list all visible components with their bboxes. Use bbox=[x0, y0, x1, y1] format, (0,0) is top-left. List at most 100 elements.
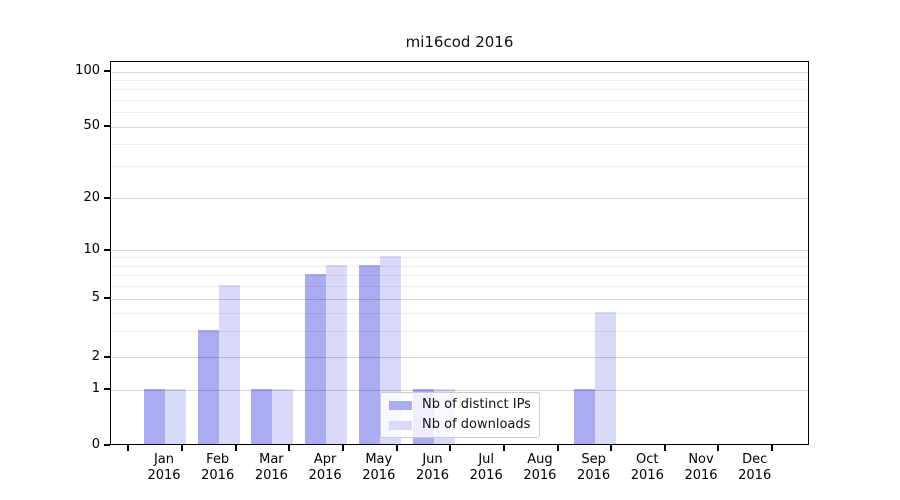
legend-label-distinct-ips: Nb of distinct IPs bbox=[422, 397, 531, 412]
bar-mar-downloads bbox=[272, 388, 294, 444]
x-label-month: Jan bbox=[153, 452, 175, 467]
y-tick-2 bbox=[104, 355, 110, 358]
y-tick-label-10: 10 bbox=[83, 241, 100, 257]
x-label-month: Aug bbox=[527, 452, 553, 467]
bar-may-distinct-ips bbox=[358, 264, 380, 444]
x-label-year: 2016 bbox=[630, 468, 664, 483]
x-tick-9 bbox=[610, 445, 613, 451]
major-gridline-20 bbox=[111, 198, 808, 199]
legend-swatch-distinct-ips bbox=[389, 400, 412, 410]
bar-mar-distinct-ips bbox=[251, 388, 273, 444]
legend-label-downloads: Nb of downloads bbox=[422, 417, 531, 432]
x-label-year: 2016 bbox=[415, 468, 450, 483]
x-label-month: Apr bbox=[313, 452, 337, 467]
bar-sep-distinct-ips bbox=[573, 388, 595, 444]
x-label-month: Dec bbox=[742, 452, 768, 467]
x-tick-11 bbox=[717, 445, 720, 451]
y-tick-0 bbox=[104, 443, 110, 446]
legend-swatch-downloads bbox=[389, 420, 412, 430]
legend-item-distinct-ips: Nb of distinct IPs bbox=[389, 397, 531, 413]
x-tick-label-mar: Mar 2016 bbox=[241, 452, 301, 484]
major-gridline-100 bbox=[111, 71, 808, 73]
y-tick-50 bbox=[104, 125, 110, 127]
x-label-year: 2016 bbox=[738, 468, 772, 483]
x-tick-label-apr: Apr 2016 bbox=[295, 452, 355, 484]
legend-item-downloads: Nb of downloads bbox=[389, 417, 531, 433]
x-tick-6 bbox=[449, 445, 452, 451]
x-tick-7 bbox=[502, 445, 505, 451]
legend: Nb of distinct IPs Nb of downloads bbox=[380, 392, 540, 438]
x-label-year: 2016 bbox=[577, 468, 611, 483]
x-tick-label-oct: Oct 2016 bbox=[617, 452, 677, 484]
y-tick-5 bbox=[104, 297, 110, 299]
x-tick-label-aug: Aug 2016 bbox=[510, 452, 570, 484]
minor-gridline-6 bbox=[111, 285, 808, 287]
x-tick-label-may: May 2016 bbox=[349, 452, 409, 484]
plot-area bbox=[110, 61, 809, 445]
x-label-year: 2016 bbox=[308, 468, 342, 483]
y-tick-10 bbox=[104, 248, 110, 251]
x-label-year: 2016 bbox=[523, 468, 557, 483]
major-gridline-1 bbox=[111, 389, 808, 391]
y-tick-label-1: 1 bbox=[91, 381, 100, 396]
bar-sep-downloads bbox=[594, 311, 616, 444]
x-label-month: Mar bbox=[259, 452, 284, 467]
minor-gridline-80 bbox=[111, 89, 808, 91]
x-tick-label-jan: Jan 2016 bbox=[134, 452, 194, 484]
bar-apr-downloads bbox=[326, 264, 348, 444]
x-tick-3 bbox=[288, 445, 291, 451]
y-tick-1 bbox=[104, 388, 110, 390]
x-tick-1 bbox=[181, 445, 184, 451]
x-label-month: Oct bbox=[636, 452, 659, 467]
x-label-month: Jul bbox=[478, 452, 495, 467]
x-tick-10 bbox=[663, 445, 666, 451]
x-label-month: Feb bbox=[206, 452, 230, 467]
minor-gridline-60 bbox=[111, 112, 808, 114]
y-tick-label-5: 5 bbox=[91, 290, 100, 305]
minor-gridline-4 bbox=[111, 312, 808, 314]
minor-gridline-3 bbox=[111, 331, 808, 333]
x-tick-label-jul: Jul 2016 bbox=[456, 452, 516, 484]
x-tick-label-nov: Nov 2016 bbox=[671, 452, 731, 484]
x-tick-0 bbox=[127, 445, 130, 451]
x-tick-8 bbox=[556, 445, 559, 451]
x-label-year: 2016 bbox=[684, 468, 718, 483]
x-tick-label-sep: Sep 2016 bbox=[564, 452, 624, 484]
x-tick-label-feb: Feb 2016 bbox=[188, 452, 248, 484]
bar-feb-downloads bbox=[218, 284, 240, 444]
x-label-month: Sep bbox=[581, 452, 606, 467]
y-tick-label-20: 20 bbox=[83, 189, 100, 205]
y-tick-20 bbox=[104, 196, 110, 199]
y-tick-label-2: 2 bbox=[91, 348, 100, 364]
y-tick-label-100: 100 bbox=[75, 63, 100, 78]
minor-gridline-70 bbox=[111, 99, 808, 101]
x-tick-12 bbox=[771, 445, 774, 451]
bar-jan-downloads bbox=[165, 388, 186, 444]
x-label-year: 2016 bbox=[469, 468, 503, 483]
major-gridline-10 bbox=[111, 250, 808, 251]
y-tick-100 bbox=[104, 70, 110, 72]
chart-title: mi16cod 2016 bbox=[405, 33, 514, 51]
x-label-month: Nov bbox=[688, 452, 714, 467]
x-label-year: 2016 bbox=[254, 468, 288, 483]
y-tick-label-0: 0 bbox=[91, 436, 100, 452]
bar-jan-distinct-ips bbox=[144, 388, 165, 444]
minor-gridline-90 bbox=[111, 79, 808, 81]
minor-gridline-7 bbox=[111, 274, 808, 276]
major-gridline-50 bbox=[111, 126, 808, 128]
x-label-month: Jun bbox=[422, 452, 443, 467]
bar-apr-distinct-ips bbox=[305, 273, 327, 444]
major-gridline-5 bbox=[111, 298, 808, 300]
minor-gridline-40 bbox=[111, 143, 808, 145]
x-tick-label-jun: Jun 2016 bbox=[403, 452, 463, 484]
x-tick-label-dec: Dec 2016 bbox=[725, 452, 785, 484]
major-gridline-2 bbox=[111, 357, 808, 358]
x-label-year: 2016 bbox=[201, 468, 235, 483]
y-tick-label-50: 50 bbox=[83, 118, 100, 133]
x-tick-2 bbox=[234, 445, 237, 451]
bar-feb-distinct-ips bbox=[197, 330, 219, 444]
minor-gridline-9 bbox=[111, 257, 808, 259]
x-label-month: May bbox=[365, 452, 393, 467]
x-label-year: 2016 bbox=[362, 468, 396, 483]
